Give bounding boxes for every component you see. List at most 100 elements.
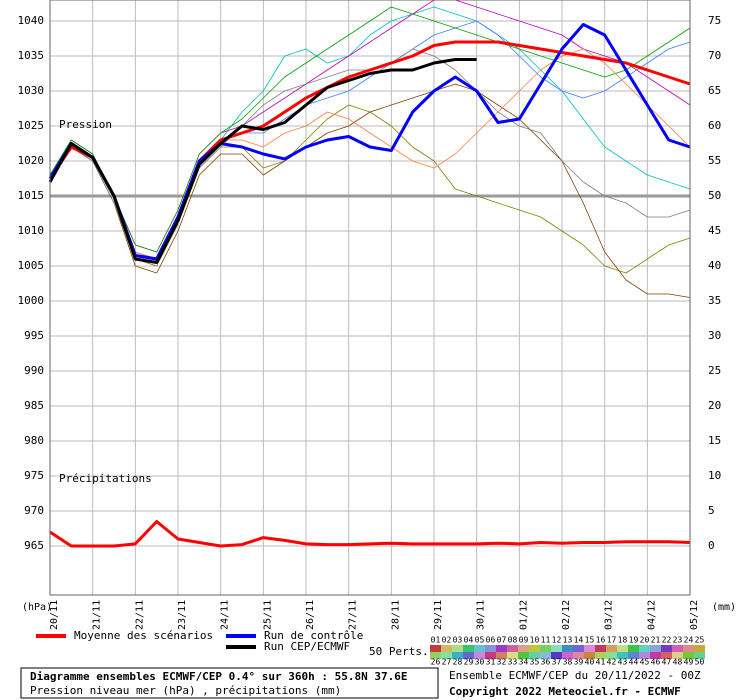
y2-tick-label: 0 [708,539,715,552]
perturbation-swatch [529,645,540,652]
perturbation-label: 24 [684,636,694,645]
y-tick-label: 980 [24,434,44,447]
y2-tick-label: 65 [708,84,721,97]
y2-tick-label: 60 [708,119,721,132]
y2-tick-label: 50 [708,189,721,202]
perturbation-swatch [474,645,485,652]
y2-tick-label: 10 [708,469,721,482]
x-tick-label: 21/11 [92,600,103,630]
perturbation-label: 34 [519,658,529,667]
perturbation-swatch [617,645,628,652]
perturbation-label: 10 [530,636,540,645]
perturbation-label: 35 [530,658,540,667]
perturbation-swatch [463,652,474,659]
perturbation-label: 18 [618,636,628,645]
y-tick-label: 970 [24,504,44,517]
perturbation-label: 32 [497,658,507,667]
series-line [49,6,691,253]
perturbation-swatch [639,645,650,652]
perturbation-label: 16 [596,636,606,645]
perturbation-swatch [562,645,573,652]
perturbation-swatch [595,652,606,659]
perturbation-label: 44 [629,658,639,667]
legend-label: Run CEP/ECMWF [264,640,350,653]
perturbation-label: 20 [640,636,650,645]
series-line [49,83,691,298]
perturbation-label: 14 [574,636,584,645]
perturbation-swatch [584,652,595,659]
y2-tick-label: 25 [708,364,721,377]
x-tick-label: 28/11 [390,600,401,630]
legend-label: Run de contrôle [264,629,363,642]
perturbation-swatch [683,652,694,659]
y-tick-label: 985 [24,399,44,412]
perturbation-swatch [441,652,452,659]
x-tick-label: 23/11 [177,600,188,630]
perturbation-swatch [540,652,551,659]
perturbation-swatch [628,645,639,652]
perturbation-swatch [441,645,452,652]
perturbation-label: 21 [651,636,661,645]
y-tick-label: 1000 [18,294,45,307]
perturbation-label: 01 [431,636,441,645]
perturbation-label: 02 [442,636,452,645]
perturbation-label: 23 [673,636,683,645]
y2-tick-label: 35 [708,294,721,307]
perturbation-label: 36 [541,658,551,667]
perturbation-label: 06 [486,636,496,645]
y-tick-label: 995 [24,329,44,342]
y-tick-label: 1010 [18,224,45,237]
perturbation-label: 05 [475,636,485,645]
series-line [49,520,691,548]
y2-tick-label: 20 [708,399,721,412]
y2-tick-label: 30 [708,329,721,342]
footer-subtitle: Pression niveau mer (hPa) , précipitatio… [30,684,341,697]
perturbation-label: 28 [453,658,463,667]
x-tick-label: 04/12 [646,600,657,630]
footer-title: Diagramme ensembles ECMWF/CEP 0.4° sur 3… [30,670,408,683]
x-tick-label: 26/11 [305,600,316,630]
series-line [48,23,691,261]
perturbation-label: 38 [563,658,573,667]
perturbation-label: 13 [563,636,573,645]
perturbation-swatch [496,652,507,659]
perturbation-label: 15 [585,636,595,645]
y-tick-label: 1025 [18,119,45,132]
perturbation-label: 43 [618,658,628,667]
perturbation-swatch [474,652,485,659]
perturbation-swatch [463,645,474,652]
perturbation-swatch [650,645,661,652]
perturbation-count: 50 Perts. [369,645,429,658]
perturbation-swatch [650,652,661,659]
perturbation-swatch [452,652,463,659]
y-unit: (hPa) [22,602,52,613]
perturbation-label: 39 [574,658,584,667]
perturbation-swatch [661,645,672,652]
perturbation-label: 08 [508,636,518,645]
x-tick-label: 03/12 [604,600,615,630]
y-tick-label: 975 [24,469,44,482]
x-tick-label: 22/11 [134,600,145,630]
perturbation-swatch [694,645,705,652]
perturbation-swatch [507,652,518,659]
perturbation-swatch [551,652,562,659]
perturbation-label: 46 [651,658,661,667]
perturbation-label: 03 [453,636,463,645]
perturbation-swatch [430,645,441,652]
y2-tick-label: 70 [708,49,721,62]
perturbation-swatch [540,645,551,652]
legend-label: Moyenne des scénarios [74,629,213,642]
perturbation-label: 42 [607,658,617,667]
perturbation-swatch [518,645,529,652]
perturbation-label: 07 [497,636,507,645]
perturbation-label: 17 [607,636,617,645]
perturbation-label: 27 [442,658,452,667]
y2-tick-label: 15 [708,434,721,447]
perturbation-swatch [452,645,463,652]
y2-unit: (mm) [712,602,736,613]
perturbation-label: 50 [695,658,705,667]
perturbation-swatch [529,652,540,659]
perturbation-swatch [573,645,584,652]
y-tick-label: 1015 [18,189,45,202]
perturbation-label: 11 [541,636,551,645]
